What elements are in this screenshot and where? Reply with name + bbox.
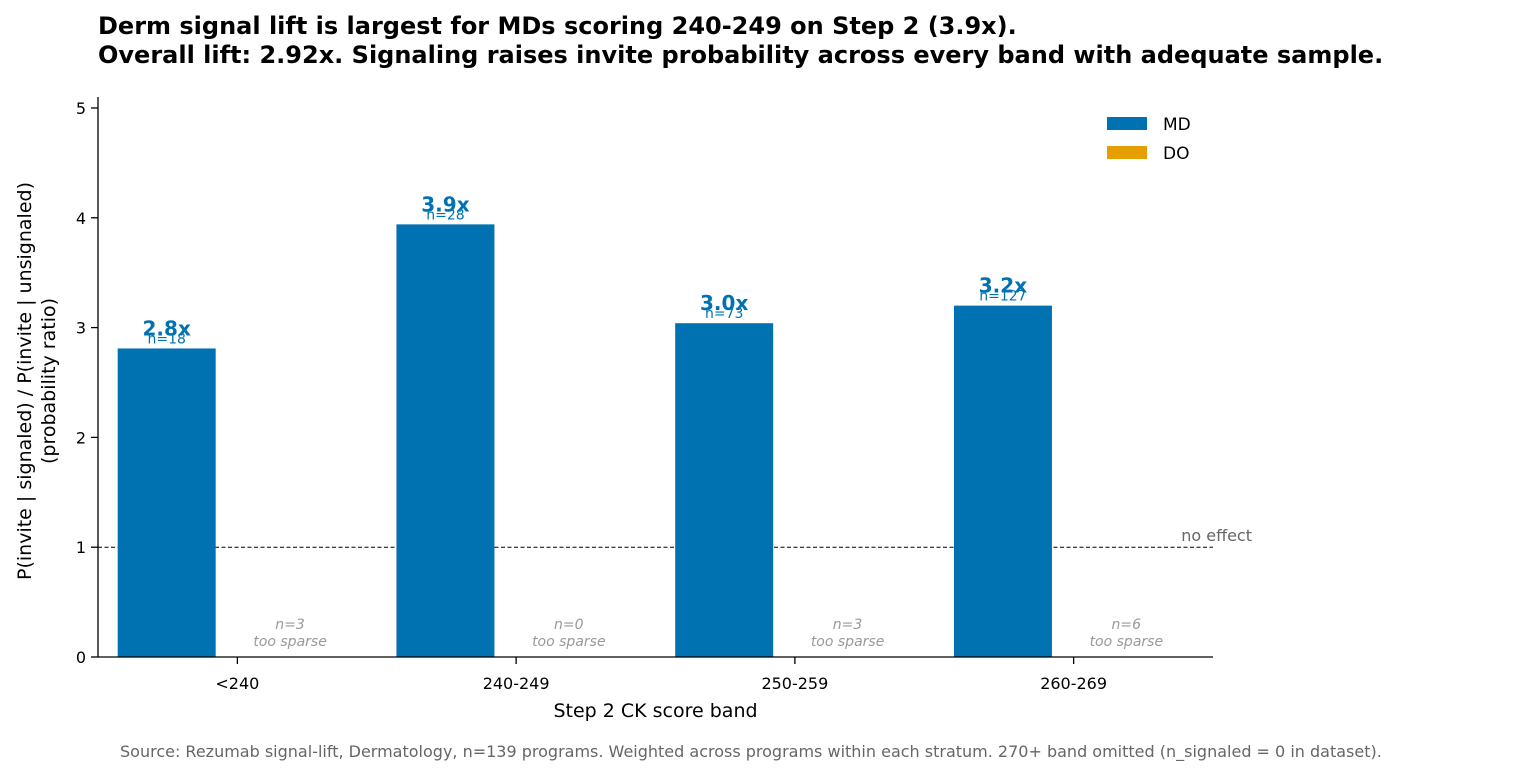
legend-swatch-do <box>1107 146 1147 159</box>
y-tick-label: 3 <box>76 319 86 338</box>
do-n-label: n=0 <box>554 617 584 633</box>
legend-swatch-md <box>1107 117 1147 130</box>
bar-n-label: n=127 <box>979 289 1026 305</box>
chart-title-line-2: Overall lift: 2.92x. Signaling raises in… <box>98 41 1384 69</box>
x-axis-label: Step 2 CK score band <box>553 700 757 722</box>
bar-md-1 <box>396 224 495 657</box>
y-tick-label: 4 <box>76 209 86 228</box>
bar-n-label: n=18 <box>147 331 185 347</box>
do-sparse-label: too sparse <box>811 634 885 650</box>
x-tick-label: <240 <box>215 674 259 693</box>
y-tick-label: 2 <box>76 428 86 447</box>
bar-n-label: n=73 <box>705 306 743 322</box>
x-tick-label: 260-269 <box>1040 674 1107 693</box>
y-axis-label: P(invite | signaled) / P(invite | unsign… <box>14 182 60 580</box>
source-note: Source: Rezumab signal-lift, Dermatology… <box>120 742 1382 761</box>
y-tick-label: 0 <box>76 648 86 667</box>
bar-value-label: 3.0x <box>700 291 748 315</box>
bars-layer <box>117 224 1052 657</box>
x-tick-label: 250-259 <box>761 674 828 693</box>
no-effect-label: no effect <box>1181 526 1252 545</box>
bar-value-label: 3.9x <box>421 192 469 216</box>
bar-md-2 <box>675 323 774 657</box>
chart-title: Derm signal lift is largest for MDs scor… <box>98 12 1383 70</box>
reference-layer: no effect <box>98 526 1252 548</box>
y-tick-label: 1 <box>76 538 86 557</box>
do-sparse-label: too sparse <box>253 634 327 650</box>
bar-md-0 <box>117 348 216 657</box>
do-sparse-label: too sparse <box>532 634 606 650</box>
legend-label-md: MD <box>1163 115 1191 135</box>
y-axis-label-line-1: P(invite | signaled) / P(invite | unsign… <box>14 182 36 580</box>
y-axis-label-line-2: (probability ratio) <box>38 298 60 464</box>
bar-value-label: 3.2x <box>979 274 1027 298</box>
bar-md-3 <box>953 305 1052 657</box>
do-n-label: n=6 <box>1112 617 1142 633</box>
do-n-label: n=3 <box>275 617 305 633</box>
chart-title-line-1: Derm signal lift is largest for MDs scor… <box>98 12 1017 40</box>
axes-layer: <240 240-249 250-259 260-269 0 1 2 3 4 5 Step 2 CK… <box>14 97 1213 722</box>
bar-value-label: 2.8x <box>143 316 191 340</box>
legend-label-do: DO <box>1163 144 1189 164</box>
x-tick-label: 240-249 <box>483 674 550 693</box>
do-sparse-label: too sparse <box>1090 634 1164 650</box>
legend: MD DO <box>1107 115 1191 164</box>
y-tick-label: 5 <box>76 99 86 118</box>
do-n-label: n=3 <box>833 617 863 633</box>
bar-n-label: n=28 <box>426 207 464 223</box>
